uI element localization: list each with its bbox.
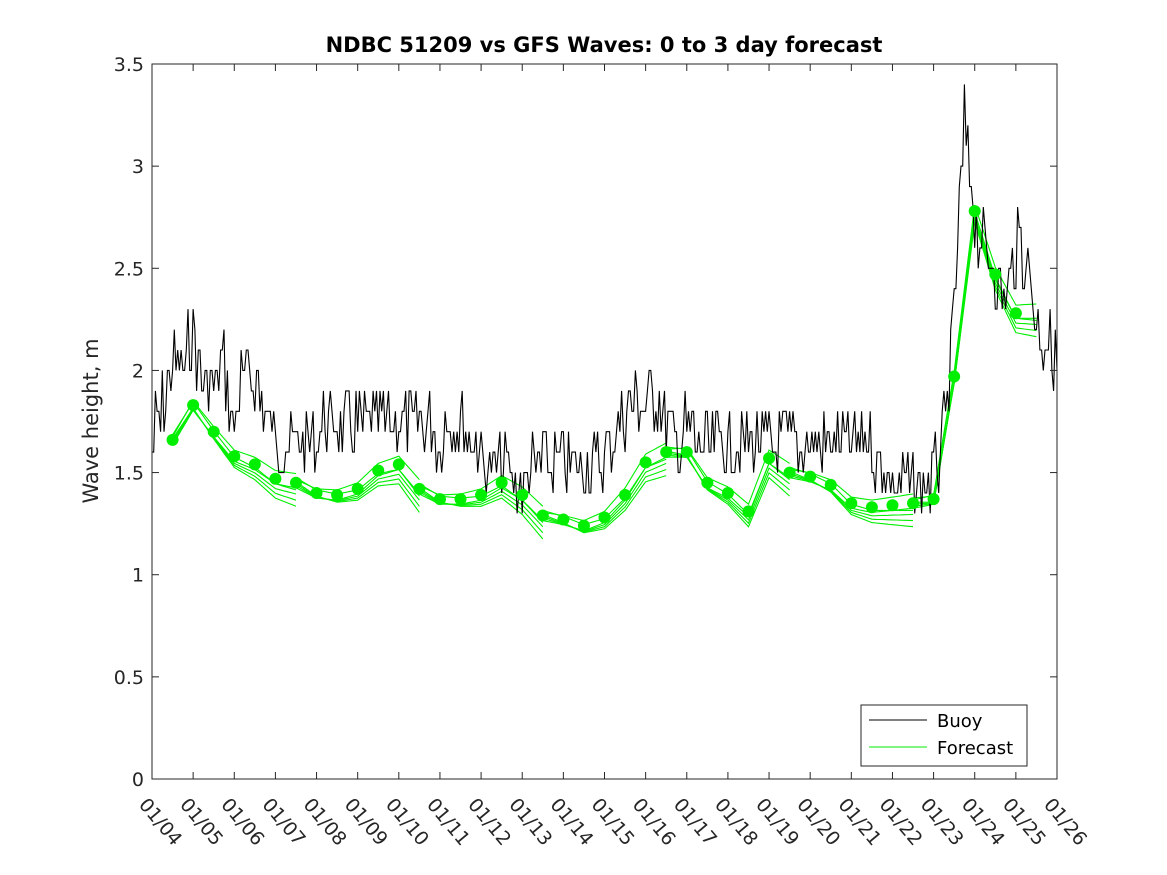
y-tick-label: 2.5 [114, 258, 144, 280]
forecast-marker [865, 501, 878, 514]
y-tick-label: 2 [132, 360, 144, 382]
forecast-marker [454, 493, 467, 506]
forecast-marker [207, 425, 220, 438]
forecast-marker [433, 493, 446, 506]
y-tick-label: 1 [132, 565, 144, 587]
forecast-marker [475, 489, 488, 502]
forecast-marker [289, 476, 302, 489]
forecast-marker [763, 452, 776, 465]
chart-title: NDBC 51209 vs GFS Waves: 0 to 3 day fore… [326, 33, 883, 57]
forecast-marker [927, 493, 940, 506]
forecast-marker [886, 499, 899, 512]
forecast-marker [516, 489, 529, 502]
forecast-markers [166, 205, 1022, 532]
forecast-marker [680, 446, 693, 459]
forecast-marker [310, 487, 323, 499]
forecast-marker [248, 458, 261, 471]
y-tick-label: 1.5 [114, 463, 144, 485]
forecast-marker [1009, 307, 1022, 320]
forecast-marker [619, 489, 632, 502]
forecast-marker [577, 519, 590, 532]
forecast-marker [783, 466, 796, 479]
forecast-marker [269, 472, 282, 485]
forecast-marker [536, 509, 549, 522]
forecast-marker [351, 482, 364, 495]
forecast-marker [392, 458, 405, 471]
forecast-marker [166, 433, 179, 446]
legend-forecast-label: Forecast [937, 738, 1013, 759]
forecast-marker [372, 464, 385, 477]
forecast-marker [824, 478, 837, 491]
legend-buoy-label: Buoy [937, 711, 983, 732]
forecast-marker [495, 476, 508, 489]
forecast-marker [557, 513, 570, 526]
y-tick-label: 3 [132, 156, 144, 178]
forecast-marker [907, 497, 920, 510]
forecast-marker [948, 370, 961, 383]
buoy-series [152, 84, 1058, 514]
legend-box [860, 704, 1028, 767]
y-tick-label: 0 [132, 769, 144, 791]
forecast-marker [968, 205, 981, 218]
forecast-marker [742, 505, 755, 518]
forecast-marker [845, 497, 858, 510]
forecast-marker [331, 489, 344, 502]
y-axis-label: Wave height, m [79, 338, 103, 503]
forecast-marker [639, 456, 652, 469]
y-tick-label: 3.5 [114, 54, 144, 76]
y-tick-label: 0.5 [114, 667, 144, 689]
forecast-marker [721, 487, 734, 499]
forecast-marker [701, 476, 714, 489]
forecast-marker [804, 470, 817, 483]
forecast-marker [413, 482, 426, 495]
forecast-marker [598, 511, 611, 524]
forecast-marker [989, 268, 1002, 281]
forecast-marker [228, 450, 241, 463]
forecast-marker [187, 399, 200, 412]
forecast-marker [660, 446, 673, 459]
legend: Buoy Forecast [860, 704, 1028, 767]
buoy-line [152, 84, 1058, 514]
